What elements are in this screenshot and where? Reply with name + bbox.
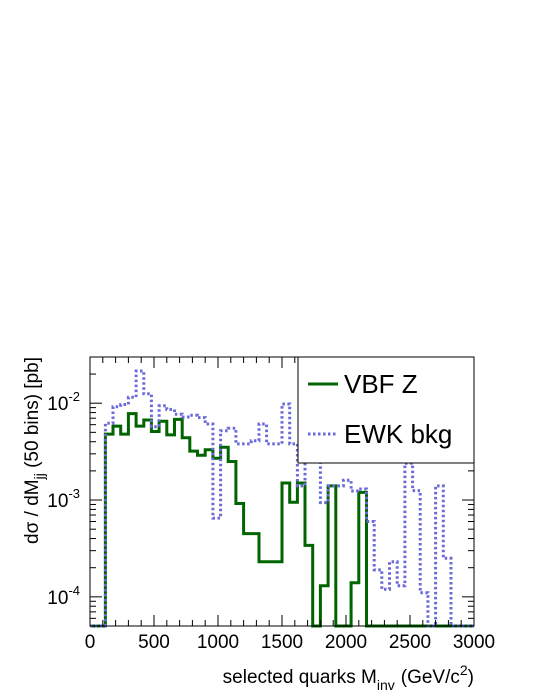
x-tick-label-2: 1000 [197,632,239,653]
x-tick-label-1: 500 [138,632,170,653]
x-tick-label-6: 3000 [453,632,495,653]
y-axis-title-post: (50 bins) [pb] [22,357,43,473]
y-tick-exp: -2 [68,389,80,404]
x-tick-label-3: 1500 [261,632,303,653]
y-tick-base: 10 [47,394,68,415]
y-axis-title-sub: jj [31,473,47,480]
y-axis-title-pre: dσ / dM [22,479,43,544]
x-axis-title: selected quarks Minv (GeV/c2) [223,662,474,693]
y-tick-base: 10 [47,588,68,609]
x-axis-title-sub: inv [377,677,395,693]
y-axis-title: dσ / dMjj (50 bins) [pb] [22,357,47,544]
legend-label-0: VBF Z [344,369,418,399]
x-axis-title-unit-pre: (GeV/c [401,667,460,688]
y-tick-exp: -3 [68,486,80,501]
legend-box [297,356,475,464]
y-tick-base: 10 [47,491,68,512]
x-axis-title-unit-post: ) [468,667,474,688]
x-tick-label-5: 2500 [389,632,431,653]
y-tick-exp: -4 [68,583,80,598]
series-line-1 [90,369,474,628]
x-tick-label-4: 2000 [325,632,367,653]
x-tick-label-0: 0 [85,632,96,653]
x-axis-title-main: selected quarks M [223,667,377,688]
y-tick-label-2: 10-2 [47,389,80,415]
y-tick-label-1: 10-3 [47,486,80,512]
x-axis-title-unit-sup: 2 [460,662,468,678]
legend-label-1: EWK bkg [344,419,452,449]
y-tick-label-0: 10-4 [47,583,80,609]
